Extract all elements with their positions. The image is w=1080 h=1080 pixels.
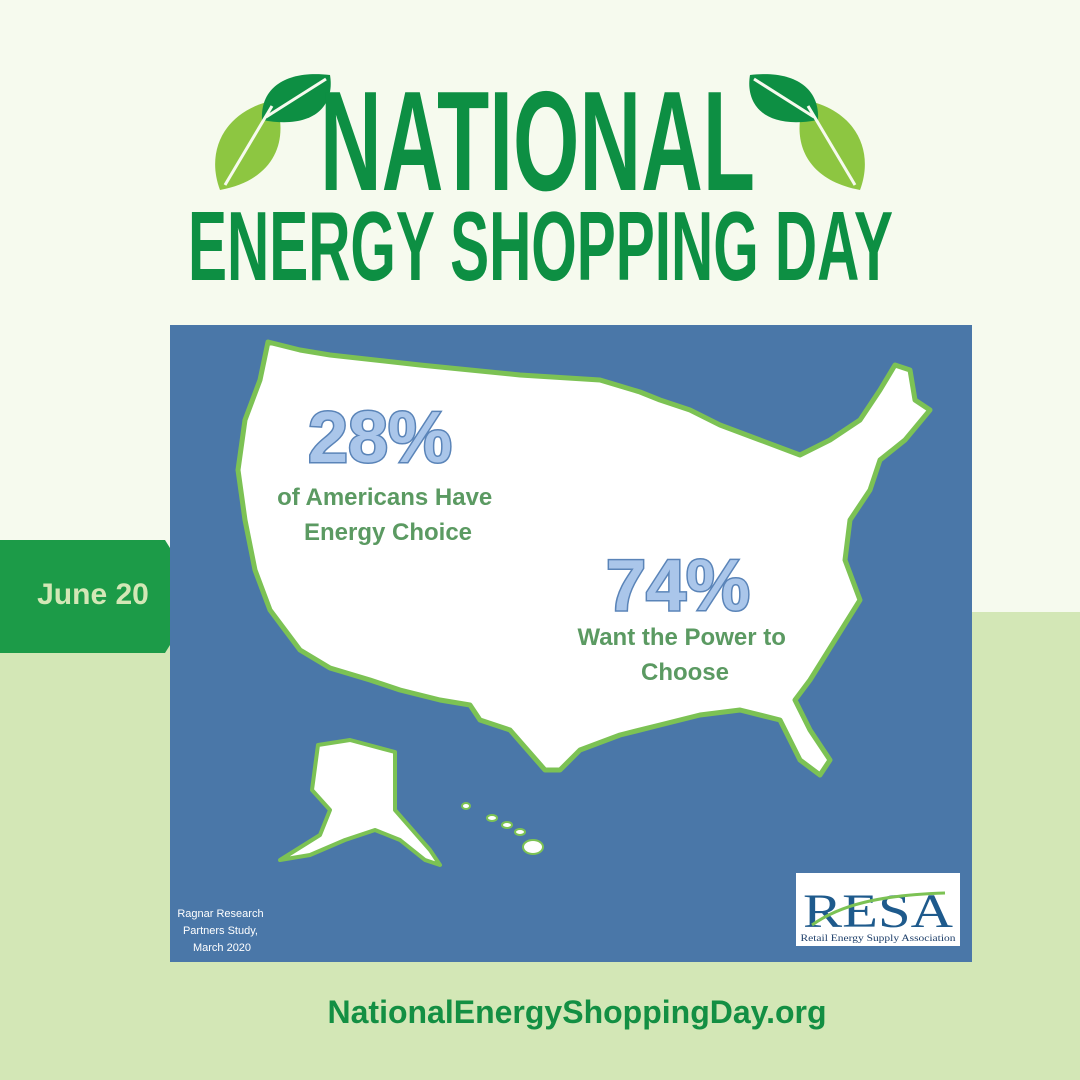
alaska bbox=[278, 738, 442, 867]
title: NATIONAL bbox=[320, 62, 755, 221]
us-map bbox=[235, 339, 933, 867]
leaf-vein bbox=[223, 105, 274, 186]
stat-figure: 74% bbox=[606, 546, 750, 626]
resa-logo: RESA Retail Energy Supply Association bbox=[796, 873, 960, 946]
contiguous-us bbox=[235, 339, 933, 778]
leaf-vein bbox=[753, 77, 815, 119]
date-tab bbox=[0, 540, 170, 653]
source-note: Ragnar Research Partners Study, March 20… bbox=[177, 908, 266, 954]
leaves-left bbox=[215, 74, 331, 190]
subtitle: ENERGY SHOPPING DAY bbox=[188, 191, 893, 301]
hawaii-island bbox=[486, 814, 498, 822]
stat-text: of Americans Have Energy Choice bbox=[277, 484, 499, 546]
logo-box bbox=[796, 873, 960, 946]
hawaii-island bbox=[514, 828, 526, 836]
hawaii-island bbox=[461, 802, 471, 810]
logo-swoosh bbox=[811, 891, 946, 927]
date: June 20 bbox=[37, 578, 149, 611]
leaf-vein bbox=[265, 77, 327, 119]
stat-text: Want the Power to Choose bbox=[577, 624, 792, 686]
stat-figure: 28% bbox=[308, 398, 452, 478]
leaves-right bbox=[749, 74, 865, 190]
logo-tagline: Retail Energy Supply Association bbox=[801, 933, 957, 943]
hawaii-island bbox=[501, 821, 513, 829]
hawaii-island bbox=[522, 839, 544, 855]
website: NationalEnergyShoppingDay.org bbox=[328, 994, 827, 1030]
leaf-vein bbox=[806, 105, 857, 186]
